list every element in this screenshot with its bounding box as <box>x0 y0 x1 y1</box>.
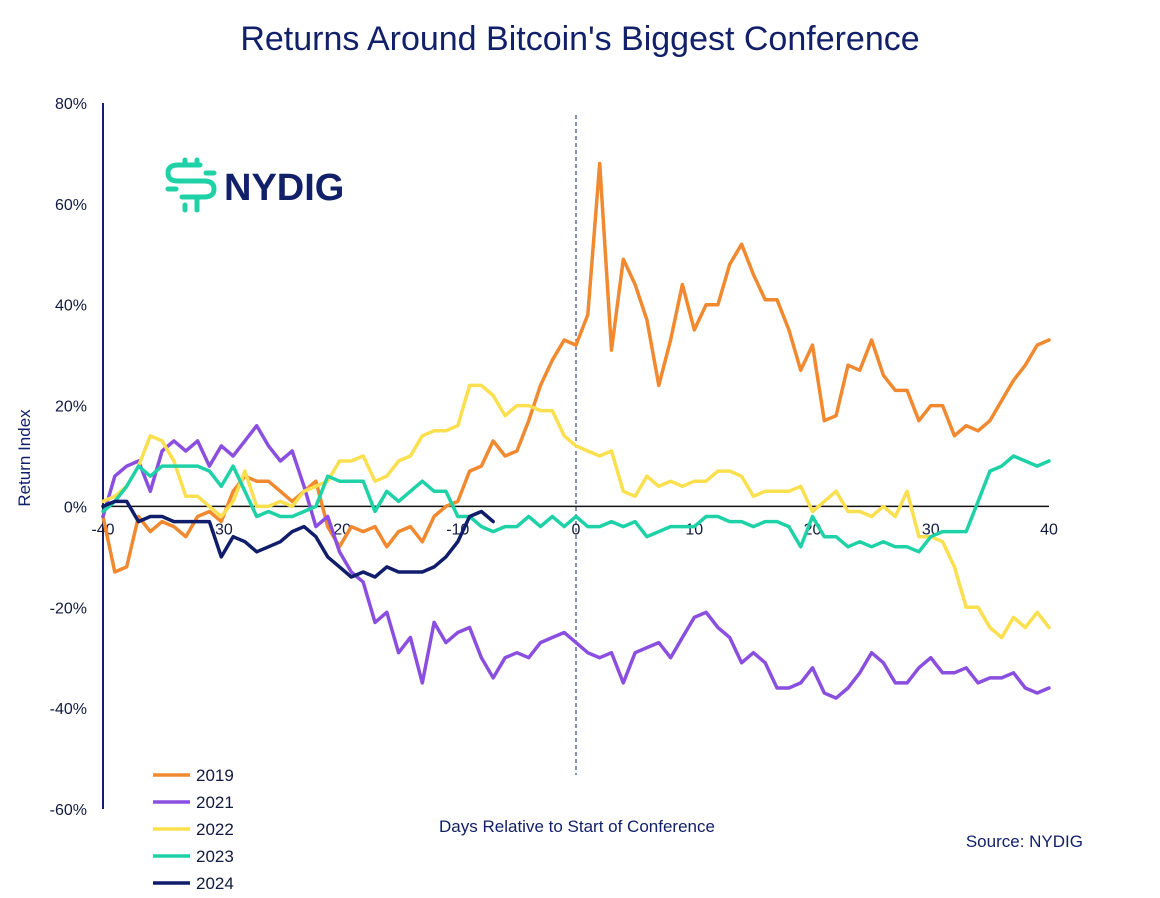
x-tick-label: 0 <box>572 521 581 538</box>
y-tick-label: -20% <box>50 600 87 617</box>
y-tick-label: -60% <box>50 802 87 819</box>
x-tick-label: -30 <box>210 521 233 538</box>
x-tick-label: 10 <box>685 521 703 538</box>
source-note: Source: NYDIG <box>966 832 1083 851</box>
nydig-logo-text: NYDIG <box>224 167 344 209</box>
y-tick-label: 80% <box>55 96 87 113</box>
y-tick-label: 0% <box>64 499 87 516</box>
chart-title: Returns Around Bitcoin's Biggest Confere… <box>240 20 919 58</box>
series-line-2022 <box>101 383 1051 640</box>
y-tick-label: 20% <box>55 399 87 416</box>
legend-label-2022: 2022 <box>196 820 234 839</box>
series-line-2023 <box>101 454 1051 554</box>
y-axis-title: Return Index <box>15 409 34 507</box>
legend-label-2019: 2019 <box>196 766 234 785</box>
y-tick-label: 60% <box>55 197 87 214</box>
nydig-logo: NYDIG <box>165 157 344 213</box>
x-tick-label: -40 <box>91 521 114 538</box>
series-line-2019 <box>101 161 1051 574</box>
series-line-2021 <box>101 423 1051 700</box>
nydig-logo-icon <box>165 157 217 213</box>
series-line-2024 <box>101 499 495 579</box>
y-tick-label: 40% <box>55 298 87 315</box>
legend-label-2024: 2024 <box>196 874 234 893</box>
x-tick-label: 40 <box>1040 521 1058 538</box>
legend-label-2023: 2023 <box>196 847 234 866</box>
legend-label-2021: 2021 <box>196 793 234 812</box>
x-axis-title: Days Relative to Start of Conference <box>439 817 715 836</box>
legend: 2019 2021 2022 2023 2024 <box>153 766 234 893</box>
y-tick-label: -40% <box>50 701 87 718</box>
